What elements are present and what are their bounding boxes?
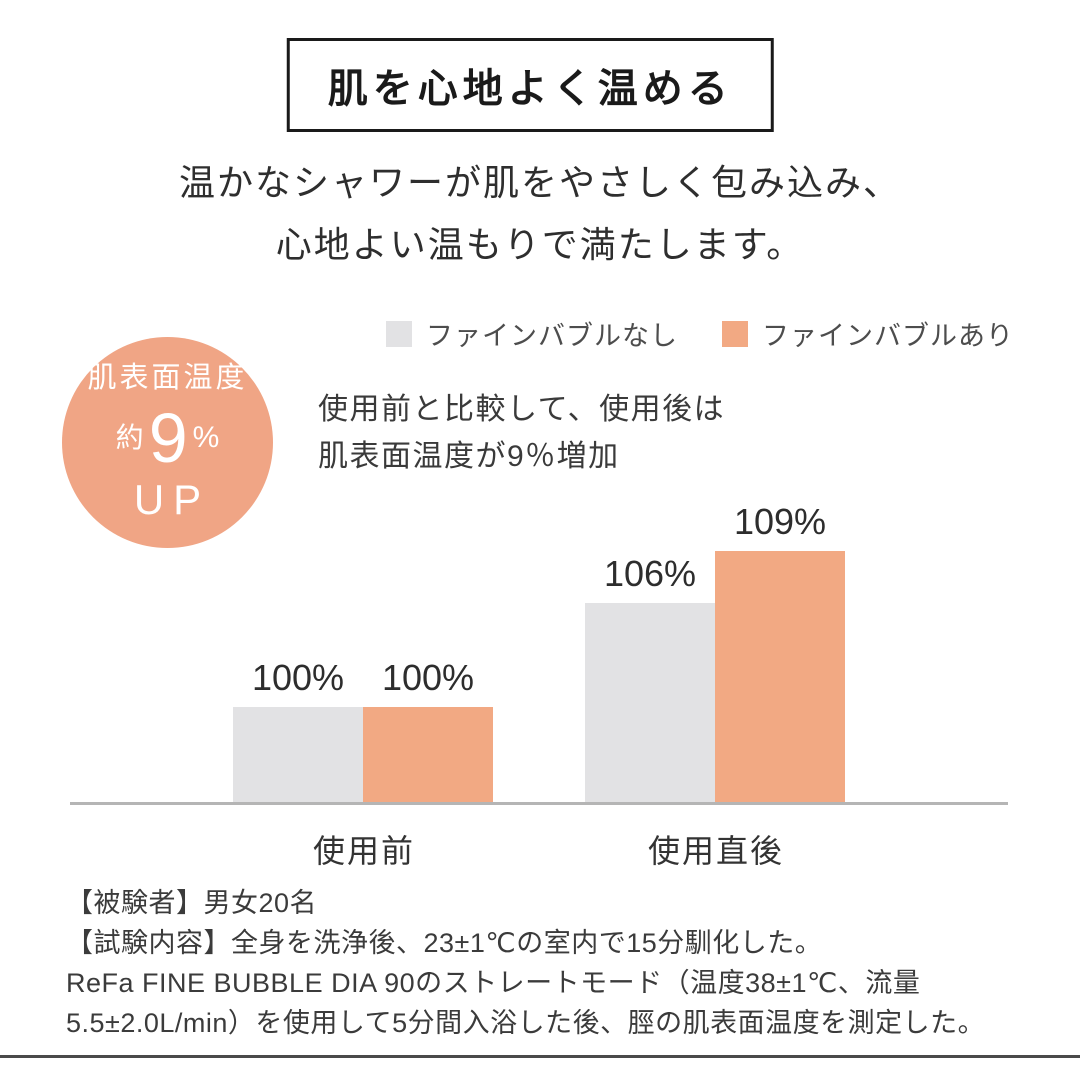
chart-note-line-2: 肌表面温度が9％増加	[318, 440, 620, 473]
bar-before-no-bubble	[233, 707, 363, 802]
footnote-line-4: 5.5±2.0L/min）を使用して5分間入浴した後、脛の肌表面温度を測定した。	[66, 1008, 986, 1038]
subtitle: 温かなシャワーが肌をやさしく包み込み、 心地よい温もりで満たします。	[0, 152, 1080, 276]
bottom-divider	[0, 1055, 1080, 1058]
legend-swatch-gray	[386, 320, 412, 347]
category-label-after: 使用直後	[647, 833, 784, 869]
chart-legend: ファインバブルなし ファインバブルあり	[386, 314, 1014, 353]
bar-value-label: 109%	[733, 501, 827, 542]
bar-value-label: 100%	[381, 657, 475, 698]
page-title: 肌を心地よく温める	[286, 38, 774, 132]
footnote-line-2: 【試験内容】全身を洗浄後、23±1℃の室内で15分馴化した。	[66, 928, 823, 958]
bar-chart-plot-area: 100% 100% 106% 109%	[63, 499, 1008, 805]
bar-column-before-with-bubble: 100%	[363, 657, 493, 802]
legend-label-with-bubble: ファインバブルあり	[762, 321, 1014, 351]
badge-top-label: 肌表面温度	[87, 362, 248, 394]
bar-value-label: 100%	[251, 657, 345, 698]
legend-swatch-orange	[722, 320, 748, 347]
subtitle-line-2: 心地よい温もりで満たします。	[275, 224, 805, 265]
legend-item-with-bubble: ファインバブルあり	[722, 314, 1014, 353]
badge-up-label: UP	[133, 476, 211, 523]
bar-after-with-bubble	[715, 551, 845, 802]
badge-unit: %	[192, 421, 220, 454]
badge-approx: 約	[115, 422, 144, 453]
bar-column-before-no-bubble: 100%	[233, 657, 363, 802]
legend-item-no-bubble: ファインバブルなし	[386, 314, 678, 353]
bar-after-no-bubble	[585, 603, 715, 802]
x-axis-line	[70, 802, 1008, 805]
bar-before-with-bubble	[363, 707, 493, 802]
legend-label-no-bubble: ファインバブルなし	[426, 321, 678, 351]
footnote-line-3: ReFa FINE BUBBLE DIA 90のストレートモード（温度38±1℃…	[66, 968, 921, 998]
footnote-line-1: 【被験者】男女20名	[66, 888, 318, 918]
bar-column-after-no-bubble: 106%	[585, 553, 715, 802]
badge-value-row: 約 9 %	[116, 403, 220, 473]
bar-value-label: 106%	[603, 553, 697, 594]
bar-column-after-with-bubble: 109%	[715, 501, 845, 802]
chart-note: 使用前と比較して、使用後は 肌表面温度が9％増加	[318, 386, 725, 480]
badge-value: 9	[148, 399, 188, 477]
subtitle-line-1: 温かなシャワーが肌をやさしく包み込み、	[178, 162, 901, 203]
highlight-badge-circle: 肌表面温度 約 9 % UP	[62, 337, 273, 548]
test-condition-footnotes: 【被験者】男女20名 【試験内容】全身を洗浄後、23±1℃の室内で15分馴化した…	[66, 883, 985, 1043]
category-label-before: 使用前	[312, 833, 415, 869]
chart-note-line-1: 使用前と比較して、使用後は	[318, 393, 726, 426]
